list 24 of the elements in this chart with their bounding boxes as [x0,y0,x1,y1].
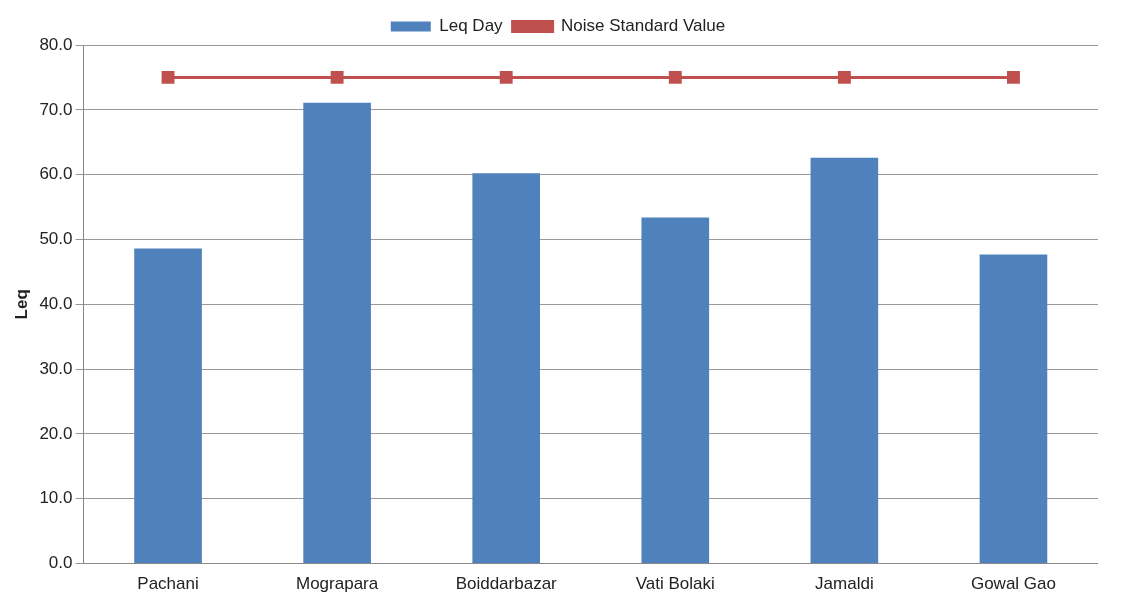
bar [134,248,202,564]
bar [303,102,371,564]
x-tick-label: Gowal Gao [970,574,1056,594]
x-tick-label: Boiddarbazar [455,574,558,594]
x-tick-label: Pachani [137,574,199,594]
y-tick-label: 70.0 [39,99,73,119]
legend-label: Noise Standard Value [561,16,726,36]
y-tick-label: 50.0 [39,229,73,249]
bar [641,217,710,564]
x-tick-label: Jamaldi [815,574,874,594]
x-tick-label: Vati Bolaki [635,574,715,594]
x-tick-label: Mograpara [296,574,379,594]
y-tick-label: 0.0 [48,553,73,573]
y-tick-label: 20.0 [39,423,73,443]
y-tick-label: 80.0 [39,34,73,54]
y-tick-label: 10.0 [39,488,73,508]
bar [979,254,1048,564]
y-tick-label: 30.0 [39,358,73,378]
y-tick-label: 60.0 [39,164,73,184]
bar [472,173,541,564]
y-axis-title: Leq [11,289,31,320]
legend-label: Leq Day [439,16,504,36]
bar [810,157,879,564]
y-tick-label: 40.0 [39,293,73,313]
